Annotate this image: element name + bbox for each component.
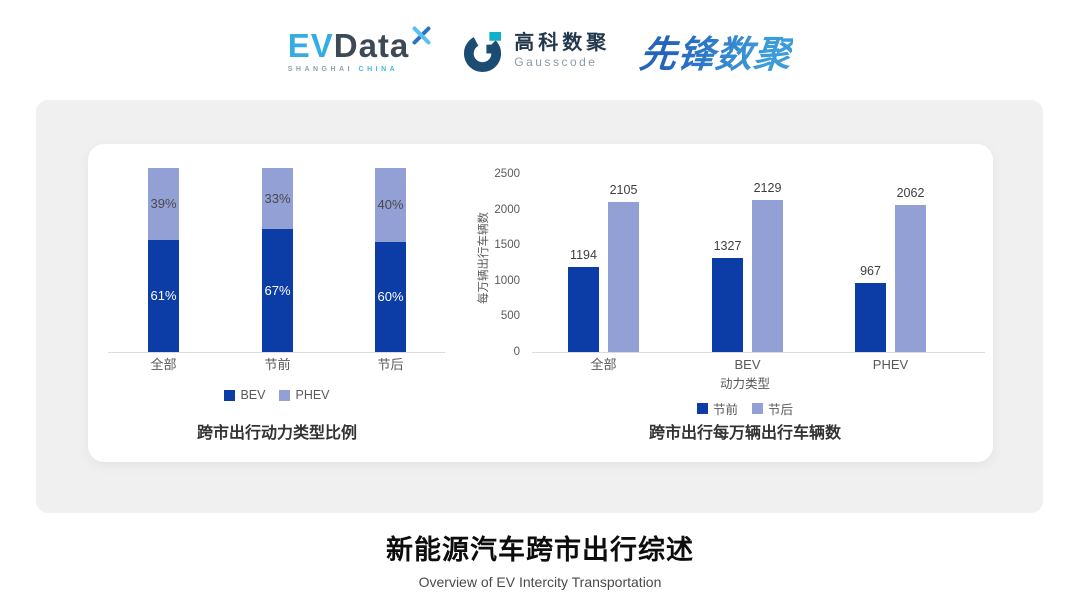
- gausscode-logo: 高科数聚 Gausscode: [462, 29, 610, 74]
- y-tick-label: 1500: [494, 239, 520, 252]
- bar-percent-label: 60%: [377, 289, 404, 304]
- legend: BEV PHEV: [102, 388, 452, 402]
- chart-title: 跨市出行动力类型比例: [196, 425, 357, 442]
- bar-percent-label: 40%: [377, 197, 404, 212]
- stacked-bar-phev-segment: [262, 168, 293, 229]
- legend-item: 节前: [696, 399, 738, 418]
- category-label: PHEV: [872, 357, 909, 372]
- chart-title: 跨市出行每万辆出行车辆数: [648, 425, 841, 442]
- legend-label: 节前: [712, 403, 738, 417]
- bar: [568, 267, 599, 352]
- charts-panel: 61% 39% 全部 67% 33% 节前 60% 40% 节后 BEV PHEV 跨市出行动力类型比…: [88, 144, 993, 462]
- stacked-bar-bev-segment: [262, 229, 293, 352]
- evdata-wordmark: EV Data: [287, 26, 433, 64]
- legend-item: BEV: [224, 388, 265, 402]
- gausscode-wordmark: 高科数聚 Gausscode: [514, 32, 610, 69]
- stacked-bar-bev-segment: [148, 240, 179, 352]
- gausscode-cn-text: 高科数聚: [514, 32, 611, 55]
- chart-trips-per-10k: 每万辆出行车辆数 0 500 1000 1500 2000 2500 1194 2105 全部 13…: [88, 144, 993, 462]
- evdata-x-icon: [412, 26, 431, 45]
- gausscode-g-icon: [464, 31, 502, 72]
- bar-value-label: 1194: [570, 248, 597, 262]
- stacked-bar-bev-segment: [375, 242, 406, 352]
- evdata-logo: EV Data SHANGHAI CHINA: [287, 26, 433, 73]
- page-title: 新能源汽车跨市出行综述: [386, 535, 694, 565]
- bar-value-label: 2129: [753, 181, 782, 195]
- x-axis-title: 动力类型: [719, 377, 770, 391]
- y-axis-label: 每万辆出行车辆数: [478, 212, 490, 304]
- legend-label: PHEV: [295, 388, 330, 402]
- legend-label: BEV: [240, 388, 266, 402]
- category-label: 全部: [590, 357, 617, 372]
- xianfeng-logo: 先锋数聚: [637, 24, 795, 78]
- bar-percent-label: 39%: [150, 196, 177, 211]
- bar-percent-label: 67%: [264, 282, 291, 298]
- bar: [752, 200, 783, 352]
- x-axis-line: [532, 352, 985, 353]
- x-axis-line: [108, 352, 445, 353]
- legend-swatch: [279, 389, 291, 401]
- bar-value-label: 967: [860, 264, 881, 278]
- bar: [712, 258, 743, 352]
- header-logos: EV Data SHANGHAI CHINA 高科数聚 G: [0, 14, 1080, 88]
- evdata-china-text: CHINA: [358, 66, 399, 73]
- legend-swatch: [752, 403, 763, 414]
- bar-percent-label: 61%: [150, 288, 177, 303]
- bar: [608, 202, 639, 352]
- category-label: 全部: [150, 357, 177, 372]
- legend-swatch: [696, 403, 708, 414]
- chart-power-type-ratio: 61% 39% 全部 67% 33% 节前 60% 40% 节后 BEV PHEV 跨市出行动力类型比…: [88, 144, 993, 462]
- legend-item: 节后: [752, 399, 793, 418]
- bar: [895, 205, 926, 352]
- page-subtitle: Overview of EV Intercity Transportation: [418, 574, 662, 590]
- bar: [855, 283, 886, 352]
- bar-value-label: 2062: [896, 186, 925, 200]
- y-tick-label: 500: [500, 310, 520, 323]
- y-tick-label: 1000: [494, 274, 520, 287]
- footer: 新能源汽车跨市出行综述 Overview of EV Intercity Tra…: [0, 528, 1080, 590]
- evdata-data-text: Data: [333, 27, 410, 64]
- category-label: 节前: [264, 357, 291, 372]
- bar-percent-label: 33%: [264, 190, 291, 206]
- bar-value-label: 2105: [609, 183, 638, 197]
- legend: 节前 节后: [570, 399, 920, 418]
- category-label: 节后: [377, 357, 404, 372]
- y-tick-label: 2500: [494, 168, 520, 180]
- evdata-ev-text: EV: [287, 27, 334, 64]
- stacked-bar-phev-segment: [375, 168, 406, 242]
- charts-card: 61% 39% 全部 67% 33% 节前 60% 40% 节后 BEV PHEV 跨市出行动力类型比…: [36, 100, 1043, 513]
- evdata-shanghai-text: SHANGHAI: [287, 66, 354, 73]
- legend-label: 节后: [768, 403, 794, 417]
- y-tick-label: 0: [513, 346, 520, 358]
- legend-item: PHEV: [279, 388, 330, 402]
- bar-value-label: 1327: [713, 239, 742, 253]
- gausscode-en-text: Gausscode: [514, 55, 598, 70]
- evdata-subtext: SHANGHAI CHINA: [288, 66, 398, 73]
- category-label: BEV: [734, 357, 761, 372]
- stacked-bar-phev-segment: [148, 168, 179, 240]
- legend-swatch: [224, 389, 236, 401]
- y-tick-label: 2000: [494, 203, 520, 216]
